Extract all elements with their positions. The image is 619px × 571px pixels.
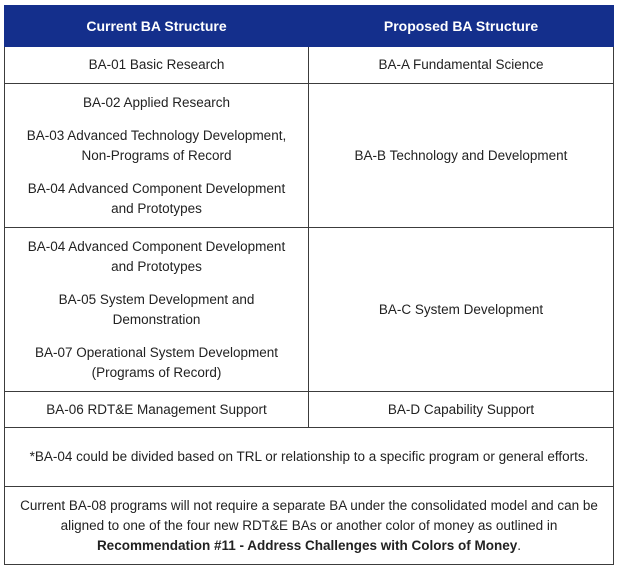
current-cell: BA-02 Applied Research BA-03 Advanced Te… — [4, 83, 309, 228]
current-item: BA-06 RDT&E Management Support — [46, 401, 267, 417]
table-row: BA-04 Advanced Component Development and … — [4, 227, 614, 392]
header-row: Current BA Structure Proposed BA Structu… — [4, 5, 614, 47]
current-cell: BA-06 RDT&E Management Support — [4, 391, 309, 428]
proposed-cell: BA-C System Development — [308, 227, 614, 392]
table-row: BA-02 Applied Research BA-03 Advanced Te… — [4, 83, 614, 228]
table-row: BA-06 RDT&E Management Support BA-D Capa… — [4, 391, 614, 428]
proposed-cell: BA-A Fundamental Science — [308, 46, 614, 84]
note-row: Current BA-08 programs will not require … — [4, 486, 614, 565]
ba-structure-table: Current BA Structure Proposed BA Structu… — [4, 5, 614, 565]
current-item: BA-02 Applied Research — [82, 94, 231, 110]
current-cell: BA-01 Basic Research — [4, 46, 309, 84]
footnote-text: *BA-04 could be divided based on TRL or … — [4, 427, 614, 487]
current-item: BA-03 Advanced Technology Development, No… — [26, 127, 287, 163]
current-item: BA-04 Advanced Component Development and … — [27, 180, 286, 216]
note-cell: Current BA-08 programs will not require … — [4, 486, 614, 565]
footnote-row: *BA-04 could be divided based on TRL or … — [4, 427, 614, 487]
recommendation-reference: Recommendation #11 - Address Challenges … — [96, 537, 518, 553]
current-item: BA-04 Advanced Component Development and … — [27, 238, 286, 274]
header-current: Current BA Structure — [4, 5, 309, 47]
current-item: BA-07 Operational System Development (Pro… — [34, 344, 279, 380]
proposed-cell: BA-D Capability Support — [308, 391, 614, 428]
proposed-cell: BA-B Technology and Development — [308, 83, 614, 228]
current-item: BA-05 System Development and Demonstratio… — [58, 291, 255, 327]
current-cell: BA-04 Advanced Component Development and … — [4, 227, 309, 392]
note-end: . — [517, 537, 522, 553]
table-row: BA-01 Basic Research BA-A Fundamental Sc… — [4, 46, 614, 84]
header-proposed: Proposed BA Structure — [308, 5, 614, 47]
note-text: Current BA-08 programs will not require … — [20, 497, 598, 533]
current-item: BA-01 Basic Research — [88, 57, 225, 72]
